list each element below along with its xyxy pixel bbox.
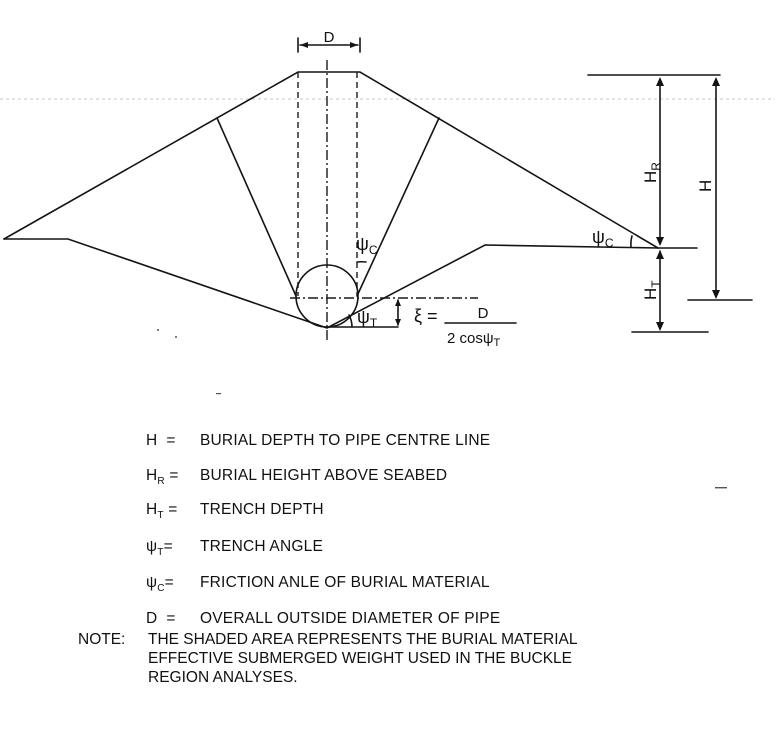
legend-symbol: HT = — [146, 501, 178, 522]
hr-dimension: HR — [641, 77, 664, 246]
psi-t-label: ψT — [357, 307, 378, 330]
d-dimension: D — [297, 29, 361, 53]
legend-description: BURIAL DEPTH TO PIPE CENTRE LINE — [200, 432, 491, 449]
legend-description: TRENCH ANGLE — [200, 538, 323, 555]
ht-dimension: HT — [641, 250, 664, 331]
xi-denominator: 2 cosψT — [447, 330, 501, 349]
legend-description: FRICTION ANLE OF BURIAL MATERIAL — [200, 574, 490, 591]
xi-formula: ξ = D 2 cosψT — [414, 305, 517, 349]
note-line: REGION ANALYSES. — [148, 669, 298, 686]
failure-wedge-lines — [216, 117, 440, 297]
psi-c-inner-label: ψC — [356, 234, 378, 257]
psi-t-angle-arc — [348, 314, 353, 328]
note-body: THE SHADED AREA REPRESENTS THE BURIAL MA… — [148, 630, 668, 687]
ht-label: HT — [641, 280, 663, 300]
d-dimension-label: D — [324, 29, 335, 46]
pipe-projection-dashes — [297, 60, 358, 340]
legend-description: OVERALL OUTSIDE DIAMETER OF PIPE — [200, 610, 501, 627]
psi-c-right-arc — [630, 235, 633, 248]
legend-description: BURIAL HEIGHT ABOVE SEABED — [200, 467, 448, 484]
legend-symbol: HR = — [146, 467, 179, 488]
legend-symbol: ψT= — [146, 538, 173, 559]
hr-label: HR — [641, 162, 663, 183]
h-dimension: H — [696, 77, 720, 299]
right-reference-lines — [587, 74, 753, 333]
note-line: EFFECTIVE SUBMERGED WEIGHT USED IN THE B… — [148, 650, 573, 667]
legend-symbol: D = — [146, 610, 176, 627]
scan-specks — [157, 329, 727, 489]
note-line: THE SHADED AREA REPRESENTS THE BURIAL MA… — [148, 631, 578, 648]
xi-numerator: D — [478, 305, 489, 322]
legend-symbol: ψC= — [146, 574, 174, 595]
legend-description: TRENCH DEPTH — [200, 501, 324, 518]
xi-dimension — [395, 299, 401, 326]
legend-symbol: H = — [146, 432, 176, 449]
note-label: NOTE: — [78, 631, 126, 648]
burial-mound-outline — [3, 71, 659, 329]
h-label: H — [696, 180, 715, 192]
psi-c-right-label: ψC — [592, 227, 614, 250]
xi-symbol: ξ = — [414, 306, 438, 326]
